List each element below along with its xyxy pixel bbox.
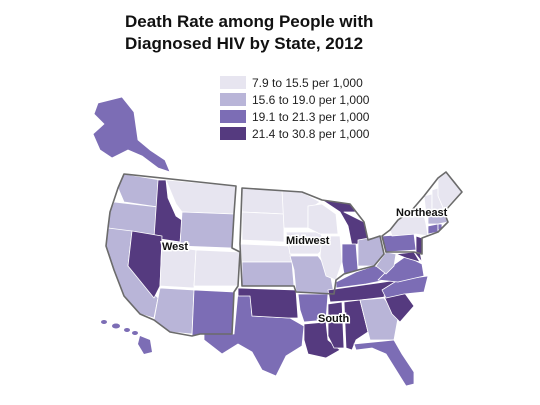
region-label-west: West xyxy=(162,241,188,253)
state-new-jersey xyxy=(415,235,423,255)
region-outline-midwest xyxy=(239,187,385,295)
region-label-northeast: Northeast xyxy=(396,207,448,219)
states xyxy=(92,96,463,387)
legend-label-1: 7.9 to 15.5 per 1,000 xyxy=(252,76,363,90)
state-kansas xyxy=(241,261,295,287)
state-nevada xyxy=(127,230,163,299)
region-outlines xyxy=(105,171,463,337)
region-outline-west xyxy=(105,173,241,337)
map-title-line-2: Diagnosed HIV by State, 2012 xyxy=(125,34,363,53)
map-title-line-1: Death Rate among People with xyxy=(125,12,373,31)
legend-swatch-2 xyxy=(220,93,246,106)
legend-label-2: 15.6 to 19.0 per 1,000 xyxy=(252,93,370,107)
state-wyoming xyxy=(179,211,235,249)
state-tennessee xyxy=(327,279,399,303)
state-louisiana xyxy=(303,321,341,359)
state-alaska xyxy=(92,96,171,173)
state-south-dakota xyxy=(241,211,285,243)
region-label-south: South xyxy=(318,313,349,325)
state-colorado xyxy=(193,249,241,287)
state-florida xyxy=(353,339,415,387)
state-mississippi xyxy=(327,301,345,349)
state-new-mexico xyxy=(191,289,235,337)
state-arizona xyxy=(153,287,195,335)
legend-swatch-3 xyxy=(220,110,246,123)
state-pennsylvania xyxy=(381,233,417,253)
legend-label-3: 19.1 to 21.3 per 1,000 xyxy=(252,110,370,124)
legend: 7.9 to 15.5 per 1,000 15.6 to 19.0 per 1… xyxy=(220,76,370,141)
legend-swatch-4 xyxy=(220,127,246,140)
state-nebraska xyxy=(239,243,293,263)
state-wisconsin xyxy=(307,203,339,235)
state-massachusetts xyxy=(427,213,449,225)
state-indiana xyxy=(341,243,359,275)
region-outline-northeast xyxy=(381,171,463,255)
state-oklahoma xyxy=(237,287,299,319)
state-hawaii xyxy=(101,320,152,354)
state-georgia xyxy=(359,297,399,341)
region-label-midwest: Midwest xyxy=(286,235,330,247)
legend-swatch-1 xyxy=(220,76,246,89)
state-north-dakota xyxy=(241,187,285,215)
legend-label-4: 21.4 to 30.8 per 1,000 xyxy=(252,127,370,141)
state-washington xyxy=(117,173,161,208)
